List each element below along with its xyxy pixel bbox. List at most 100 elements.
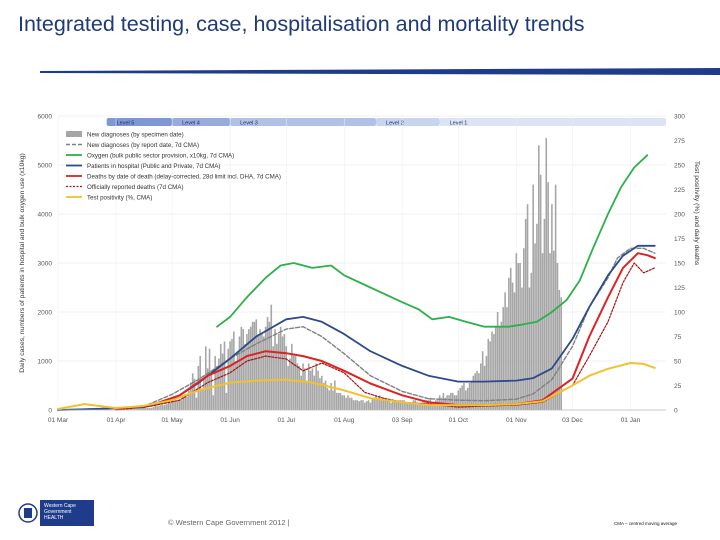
bar-new-diagnoses — [463, 383, 465, 410]
bar-new-diagnoses — [487, 338, 490, 410]
bar-new-diagnoses — [184, 393, 187, 410]
bar-new-diagnoses — [253, 321, 256, 410]
bar-new-diagnoses — [356, 400, 359, 410]
y2-tick-label: 250 — [674, 163, 685, 170]
y2-tick-label: 75 — [674, 334, 682, 341]
bar-new-diagnoses — [203, 378, 205, 410]
y-tick-label: 1000 — [38, 359, 53, 366]
y-tick-label: 3000 — [38, 261, 53, 268]
bar-new-diagnoses — [246, 334, 248, 410]
footer-copyright: © Western Cape Government 2012 | — [168, 518, 290, 527]
bar-new-diagnoses — [322, 383, 325, 410]
y2-tick-label: 275 — [674, 138, 685, 145]
bar-new-diagnoses — [528, 287, 531, 410]
covid-trends-chart: Level 5 Level 4 Level 3 Level 2 Level 1 0100… — [19, 114, 700, 425]
bar-new-diagnoses — [519, 263, 521, 410]
bar-new-diagnoses — [218, 358, 220, 410]
bar-new-diagnoses — [332, 390, 334, 410]
level-segment — [230, 118, 377, 126]
line-deaths-by-date — [115, 252, 656, 410]
bar-new-diagnoses — [345, 397, 347, 410]
y2-tick-label: 150 — [674, 261, 685, 268]
y2-tick-label: 125 — [674, 285, 685, 292]
bar-new-diagnoses — [554, 184, 557, 410]
bar-new-diagnoses — [238, 336, 241, 410]
bar-new-diagnoses — [266, 316, 269, 410]
bar-new-diagnoses — [139, 409, 142, 410]
bar-new-diagnoses — [494, 326, 497, 410]
bar-new-diagnoses — [296, 363, 299, 410]
bar-new-diagnoses — [324, 380, 327, 410]
y2-tick-label: 200 — [674, 212, 685, 219]
bar-new-diagnoses — [311, 368, 314, 410]
bar-new-diagnoses — [135, 409, 138, 410]
bar-new-diagnoses — [249, 326, 252, 410]
bar-new-diagnoses — [257, 334, 259, 410]
legend-label: Officially reported deaths (7d CMA) — [87, 184, 184, 191]
bar-new-diagnoses — [500, 321, 503, 410]
bar-new-diagnoses — [190, 382, 192, 410]
bar-new-diagnoses — [508, 277, 510, 410]
bar-new-diagnoses — [147, 408, 149, 410]
bar-new-diagnoses — [541, 253, 544, 410]
bar-new-diagnoses — [285, 346, 288, 410]
bar-new-diagnoses — [289, 358, 291, 410]
level-segment — [106, 118, 173, 126]
bar-new-diagnoses — [410, 402, 413, 410]
bar-new-diagnoses — [517, 263, 520, 410]
bar-new-diagnoses — [408, 402, 411, 410]
bar-new-diagnoses — [128, 409, 130, 410]
grid — [57, 115, 666, 411]
bar-new-diagnoses — [272, 346, 274, 410]
bar-new-diagnoses — [420, 402, 422, 410]
bar-new-diagnoses — [287, 365, 289, 410]
cma-footnote: CMA – centred moving average — [614, 521, 678, 526]
bar-new-diagnoses — [328, 390, 331, 410]
bar-new-diagnoses — [378, 395, 381, 410]
bar-new-diagnoses — [251, 321, 254, 410]
bar-new-diagnoses — [158, 406, 160, 410]
bar-new-diagnoses — [433, 402, 435, 410]
legend-label: Oxygen (bulk public sector provision, x1… — [87, 152, 234, 159]
bar-new-diagnoses — [395, 401, 398, 410]
bar-new-diagnoses — [496, 312, 499, 410]
level-segment — [172, 118, 231, 126]
bar-new-diagnoses — [472, 375, 475, 410]
bar-new-diagnoses — [279, 326, 282, 410]
bar-new-diagnoses — [407, 402, 409, 410]
bar-new-diagnoses — [343, 395, 346, 410]
bar-new-diagnoses — [524, 218, 527, 410]
bar-new-diagnoses — [558, 289, 561, 410]
bar-new-diagnoses — [201, 390, 203, 410]
bar-new-diagnoses — [509, 267, 512, 410]
bar-new-diagnoses — [375, 395, 377, 410]
coat-of-arms-icon — [18, 503, 38, 523]
bar-new-diagnoses — [455, 395, 458, 410]
bar-new-diagnoses — [330, 383, 332, 410]
x-tick-label: 01 May — [161, 417, 183, 424]
bar-new-diagnoses — [126, 409, 129, 410]
bar-new-diagnoses — [491, 331, 493, 410]
bar-new-diagnoses — [188, 390, 190, 410]
bar-new-diagnoses — [133, 409, 136, 410]
bar-new-diagnoses — [176, 400, 179, 410]
bar-new-diagnoses — [483, 365, 486, 410]
bar-new-diagnoses — [390, 402, 392, 410]
bar-new-diagnoses — [137, 409, 140, 410]
y2-tick-label: 225 — [674, 187, 685, 194]
bar-new-diagnoses — [401, 400, 404, 410]
bar-new-diagnoses — [485, 356, 488, 410]
bar-new-diagnoses — [160, 405, 162, 410]
bar-new-diagnoses — [403, 400, 405, 410]
bar-new-diagnoses — [199, 356, 201, 410]
bar-new-diagnoses — [414, 400, 417, 410]
bar-new-diagnoses — [304, 368, 306, 410]
bar-new-diagnoses — [352, 400, 355, 410]
y-tick-label: 4000 — [38, 212, 53, 219]
bar-new-diagnoses — [498, 326, 501, 410]
bar-new-diagnoses — [180, 400, 183, 410]
x-tick-label: 01 Jan — [621, 417, 641, 424]
bar-new-diagnoses — [178, 399, 181, 410]
legend-label: New diagnoses (by report date, 7d CMA) — [87, 142, 199, 149]
bar-new-diagnoses — [261, 334, 263, 410]
